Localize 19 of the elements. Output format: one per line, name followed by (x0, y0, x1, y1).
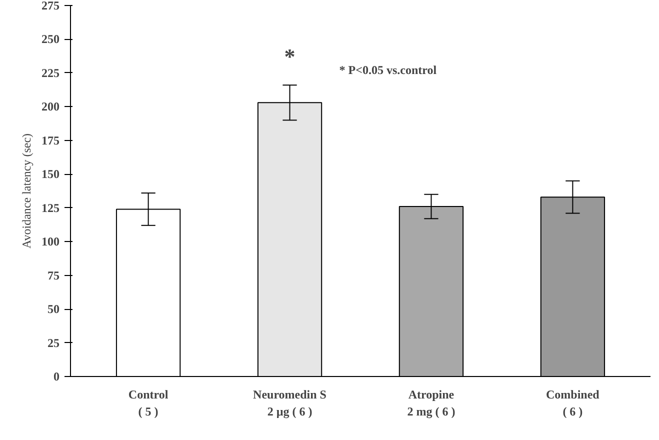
y-tick-label: 200 (42, 100, 60, 114)
y-tick-label: 0 (54, 370, 60, 384)
annotation: * (284, 44, 296, 69)
y-tick-label: 225 (42, 66, 60, 80)
x-tick-label: Neuromedin S 2 µg ( 6 ) (253, 388, 327, 418)
y-tick-label: 150 (42, 167, 60, 182)
y-tick-label: 100 (42, 234, 60, 249)
y-tick-label: 175 (42, 133, 60, 148)
y-tick-label: 275 (42, 0, 60, 12)
y-axis-title: Avoidance latency (sec) (20, 133, 34, 249)
y-tick-label: 125 (42, 200, 60, 215)
y-tick-label: 50 (48, 302, 60, 316)
y-tick-label: 75 (48, 268, 60, 282)
y-tick-label: 250 (42, 32, 60, 46)
x-tick-label: Atropine 2 mg ( 6 ) (407, 388, 456, 418)
x-tick-label: Control ( 5 ) (128, 388, 169, 418)
y-tick-label: 25 (48, 336, 60, 350)
x-tick-label: Combined ( 6 ) (546, 388, 600, 418)
annotation: * P<0.05 vs.control (339, 63, 438, 77)
